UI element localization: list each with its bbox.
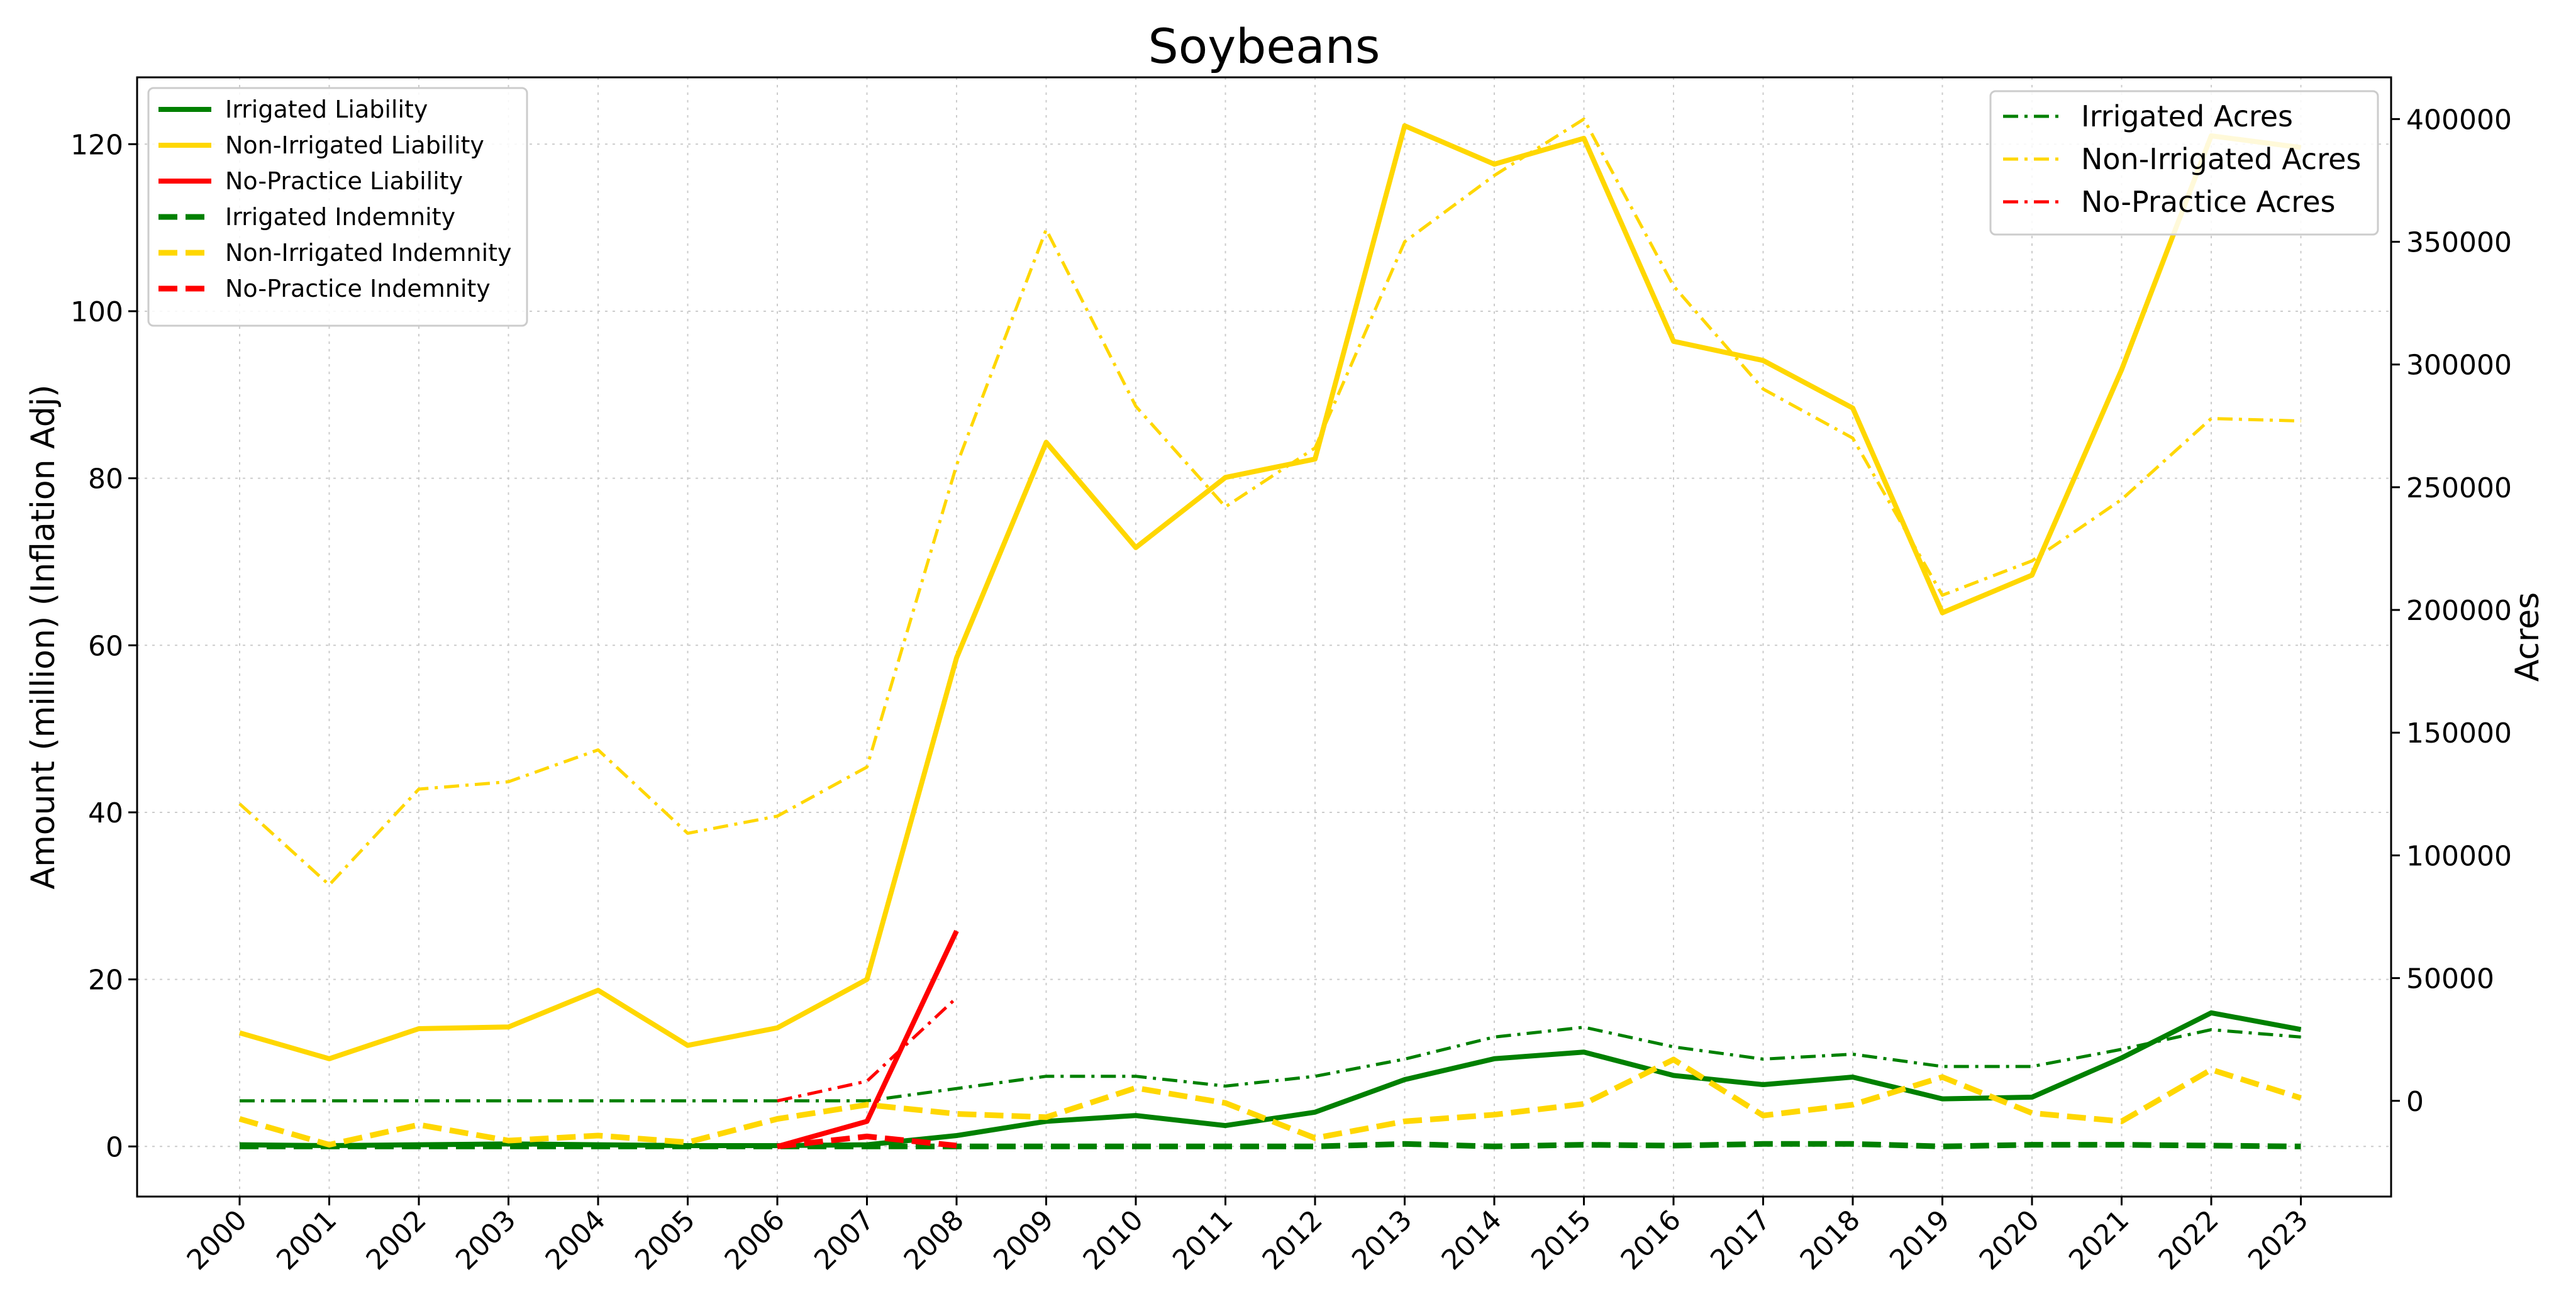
x-tick-label: 2002 <box>360 1204 433 1276</box>
x-tick-label: 2015 <box>1525 1204 1597 1276</box>
x-tick-label: 2016 <box>1615 1204 1687 1276</box>
x-tick-label: 2001 <box>270 1204 343 1276</box>
x-tick-label: 2004 <box>540 1204 612 1276</box>
left-y-axis-ticks: 0 20 40 60 80 100 120 <box>70 129 137 1163</box>
legend-label-non-irrigated-acres: Non-Irrigated Acres <box>2081 142 2361 176</box>
series-line-no-practice-indemnity <box>777 1133 957 1149</box>
chart-title: Soybeans <box>1148 18 1380 74</box>
legend-right: Irrigated Acres Non-Irrigated Acres No-Pra… <box>1989 90 2379 236</box>
series-line-irrigated-acres <box>240 1026 2301 1103</box>
x-tick-label: 2005 <box>629 1204 701 1276</box>
x-tick-label: 2014 <box>1436 1204 1508 1276</box>
x-tick-label: 2011 <box>1167 1204 1239 1276</box>
x-tick-label: 2007 <box>808 1204 880 1276</box>
series-line-non-irrigated-liability <box>238 123 2302 1061</box>
x-tick-label: 2012 <box>1257 1204 1329 1276</box>
plot-frame <box>136 76 2392 1198</box>
right-y-tick-label: 250000 <box>2406 472 2512 504</box>
right-y-tick-label: 300000 <box>2406 350 2512 382</box>
right-y-tick-label: 400000 <box>2406 104 2512 136</box>
series-line-non-irrigated-acres <box>238 117 2301 887</box>
left-y-tick-label: 120 <box>70 129 123 161</box>
right-y-tick-label: 350000 <box>2406 227 2512 259</box>
series-line-irrigated-liability <box>239 1010 2302 1148</box>
series-line-irrigated-indemnity <box>240 1141 2301 1149</box>
legend-label-no-practice-acres: No-Practice Acres <box>2081 185 2335 219</box>
legend-left: Irrigated Liability Non-Irrigated Liabili… <box>147 87 528 327</box>
legend-left-box <box>147 87 528 327</box>
left-y-axis-label: Amount (million) (Inflation Adj) <box>25 385 62 890</box>
legend-label-no-practice-indemnity: No-Practice Indemnity <box>225 275 491 302</box>
x-tick-label: 2013 <box>1346 1204 1418 1276</box>
plot-lines <box>238 117 2302 1149</box>
right-y-tick-label: 150000 <box>2406 717 2512 750</box>
right-y-tick-label: 50000 <box>2406 963 2494 995</box>
right-y-tick-label: 100000 <box>2406 840 2512 872</box>
right-y-tick-label: 0 <box>2406 1086 2424 1118</box>
x-tick-label: 2009 <box>987 1204 1060 1276</box>
left-y-tick-label: 80 <box>88 463 123 495</box>
series-line-no-practice-liability <box>776 929 959 1149</box>
legend-label-irrigated-acres: Irrigated Acres <box>2081 99 2293 133</box>
left-y-tick-label: 20 <box>88 965 123 997</box>
x-tick-label: 2020 <box>1974 1204 2046 1276</box>
right-y-axis-ticks: 0 50000 100000 150000 200000 250000 300000 3500… <box>2391 104 2512 1118</box>
x-tick-label: 2019 <box>1884 1204 1956 1276</box>
left-y-tick-label: 0 <box>106 1131 123 1163</box>
left-y-tick-label: 40 <box>88 797 123 829</box>
left-y-tick-label: 100 <box>70 296 123 328</box>
left-y-tick-label: 60 <box>88 630 123 662</box>
grid-lines <box>137 77 2391 1197</box>
x-tick-label: 2010 <box>1077 1204 1150 1276</box>
legend-right-box <box>1989 90 2379 236</box>
x-axis-ticks: 2000 2001 2002 2003 2004 2005 2006 2007 2008 2009… <box>181 1197 2314 1276</box>
x-tick-label: 2017 <box>1704 1204 1777 1276</box>
legend-label-irrigated-indemnity: Irrigated Indemnity <box>225 203 455 231</box>
x-tick-label: 2022 <box>2153 1204 2225 1276</box>
x-tick-label: 2003 <box>450 1204 522 1276</box>
legend-label-non-irrigated-liability: Non-Irrigated Liability <box>225 131 484 159</box>
x-tick-label: 2006 <box>719 1204 791 1276</box>
x-tick-label: 2021 <box>2063 1204 2135 1276</box>
x-tick-label: 2008 <box>898 1204 970 1276</box>
right-y-axis-label: Acres <box>2509 592 2546 682</box>
right-y-tick-label: 200000 <box>2406 595 2512 627</box>
legend-label-no-practice-liability: No-Practice Liability <box>225 167 463 195</box>
x-tick-label: 2018 <box>1794 1204 1867 1276</box>
x-tick-label: 2023 <box>2242 1204 2314 1276</box>
legend-label-non-irrigated-indemnity: Non-Irrigated Indemnity <box>225 239 512 267</box>
legend-label-irrigated-liability: Irrigated Liability <box>225 96 428 123</box>
x-tick-label: 2000 <box>181 1204 253 1276</box>
